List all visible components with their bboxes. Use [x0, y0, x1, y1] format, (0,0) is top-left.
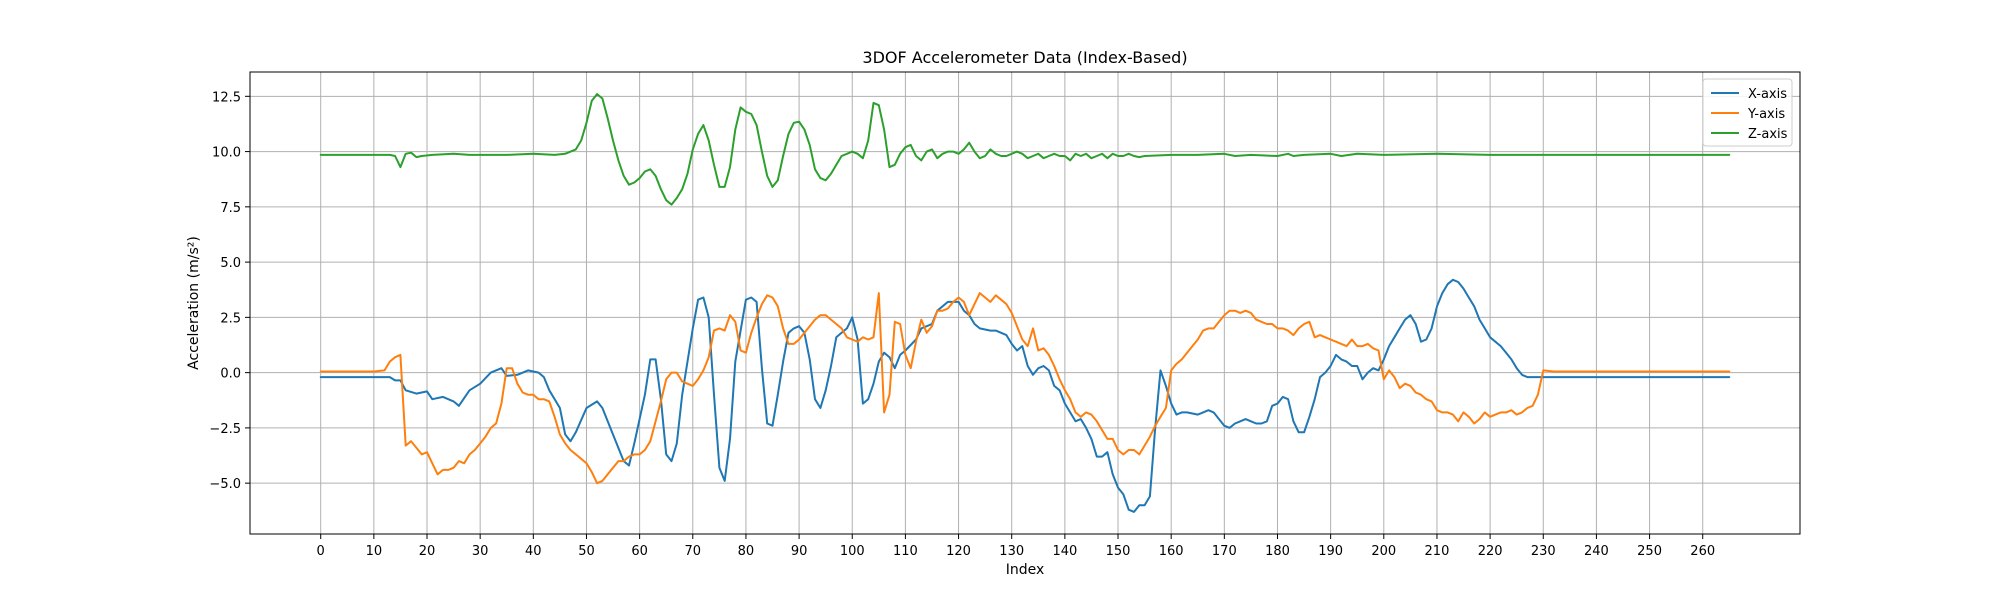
y-tick-label: 0.0 — [220, 367, 241, 382]
y-axis-ticks: −5.0 −2.5 0.0 2.5 5.0 7.5 10.0 12.5 — [209, 90, 250, 492]
x-tick-label: 110 — [893, 544, 918, 559]
x-tick-label: 60 — [631, 544, 648, 559]
x-tick-label: 220 — [1478, 544, 1503, 559]
y-tick-label: 5.0 — [220, 256, 241, 271]
y-axis-label: Acceleration (m/s²) — [186, 236, 202, 370]
x-tick-label: 260 — [1690, 544, 1715, 559]
y-tick-label: 2.5 — [220, 311, 241, 326]
x-tick-label: 80 — [738, 544, 755, 559]
x-tick-label: 240 — [1584, 544, 1609, 559]
x-tick-label: 190 — [1318, 544, 1343, 559]
x-tick-label: 160 — [1159, 544, 1184, 559]
legend-box — [1702, 78, 1793, 147]
legend-label-z-axis: Z-axis — [1748, 127, 1788, 142]
x-tick-label: 0 — [317, 544, 325, 559]
x-tick-label: 180 — [1265, 544, 1290, 559]
x-tick-label: 140 — [1052, 544, 1077, 559]
x-tick-label: 30 — [472, 544, 489, 559]
chart-title: 3DOF Accelerometer Data (Index-Based) — [862, 48, 1187, 67]
series-group — [319, 93, 1731, 513]
x-tick-label: 230 — [1531, 544, 1556, 559]
x-axis-label: Index — [1006, 562, 1045, 578]
y-tick-label: −2.5 — [209, 422, 241, 437]
x-tick-label: 50 — [578, 544, 595, 559]
x-tick-label: 70 — [685, 544, 702, 559]
x-tick-label: 130 — [999, 544, 1024, 559]
x-tick-label: 100 — [840, 544, 865, 559]
x-tick-label: 20 — [419, 544, 436, 559]
x-tick-label: 250 — [1637, 544, 1662, 559]
x-tick-label: 120 — [946, 544, 971, 559]
series-line-x-axis — [319, 278, 1731, 513]
y-tick-label: −5.0 — [209, 477, 241, 492]
x-tick-label: 210 — [1425, 544, 1450, 559]
y-tick-label: 7.5 — [220, 201, 241, 216]
x-tick-label: 170 — [1212, 544, 1237, 559]
legend: X-axis Y-axis Z-axis — [1702, 78, 1793, 147]
x-axis-ticks: 0 10 20 30 40 50 60 70 80 90 100 110 120 130 140 150 160… — [317, 534, 1715, 559]
x-tick-label: 200 — [1371, 544, 1396, 559]
x-tick-label: 40 — [525, 544, 542, 559]
x-tick-label: 10 — [366, 544, 383, 559]
y-tick-label: 12.5 — [212, 90, 241, 105]
legend-label-y-axis: Y-axis — [1747, 107, 1785, 122]
plot-frame — [249, 71, 1801, 535]
y-tick-label: 10.0 — [212, 146, 241, 161]
plot-background — [250, 72, 1800, 534]
series-line-y-axis — [319, 292, 1731, 485]
x-tick-label: 90 — [791, 544, 808, 559]
legend-label-x-axis: X-axis — [1748, 87, 1787, 102]
x-tick-label: 150 — [1106, 544, 1131, 559]
series-line-z-axis — [319, 93, 1731, 206]
